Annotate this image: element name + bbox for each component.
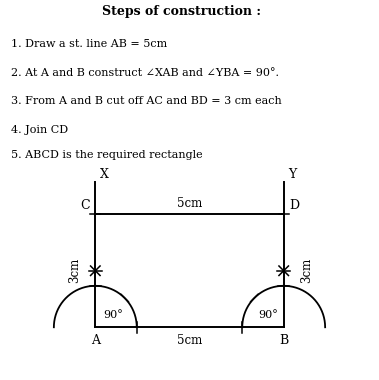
Text: 2. At A and B construct ∠XAB and ∠YBA = 90°.: 2. At A and B construct ∠XAB and ∠YBA = … [11,68,279,78]
Text: 90°: 90° [258,310,278,320]
Text: C: C [80,200,90,212]
Text: A: A [91,334,100,347]
Text: 3. From A and B cut off AC and BD = 3 cm each: 3. From A and B cut off AC and BD = 3 cm… [11,96,282,106]
Text: 4. Join CD: 4. Join CD [11,125,69,135]
Text: 5cm: 5cm [177,197,202,210]
Text: 5. ABCD is the required rectangle: 5. ABCD is the required rectangle [11,150,203,160]
Text: 1. Draw a st. line AB = 5cm: 1. Draw a st. line AB = 5cm [11,40,168,49]
Text: Y: Y [288,168,296,181]
Text: D: D [289,200,299,212]
Text: Steps of construction :: Steps of construction : [102,5,262,18]
Text: 90°: 90° [103,310,123,320]
Text: X: X [100,168,109,181]
Text: 3cm: 3cm [300,258,313,283]
Text: 3cm: 3cm [68,258,81,283]
Text: B: B [279,334,288,347]
Text: 5cm: 5cm [177,334,202,347]
